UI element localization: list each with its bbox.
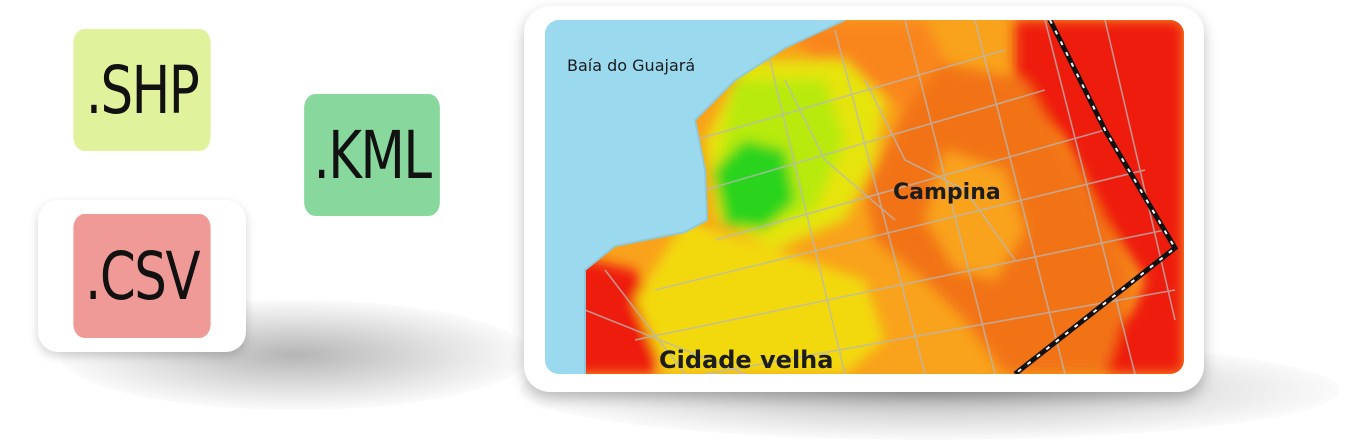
district-label-campina: Campina — [893, 180, 1001, 205]
kml-file-icon: .KML — [304, 94, 440, 216]
kml-label: .KML — [313, 116, 433, 194]
shp-label: .SHP — [85, 51, 200, 129]
heatmap-graphic — [545, 20, 1184, 374]
shp-file-icon: .SHP — [73, 29, 211, 151]
heatmap-thumbnail: Baía do Guajará Campina Cidade velha — [545, 20, 1184, 374]
district-label-cidade-velha: Cidade velha — [659, 346, 834, 374]
csv-label: .CSV — [85, 237, 201, 315]
csv-file-icon: .CSV — [73, 214, 211, 338]
bay-label: Baía do Guajará — [567, 56, 696, 75]
